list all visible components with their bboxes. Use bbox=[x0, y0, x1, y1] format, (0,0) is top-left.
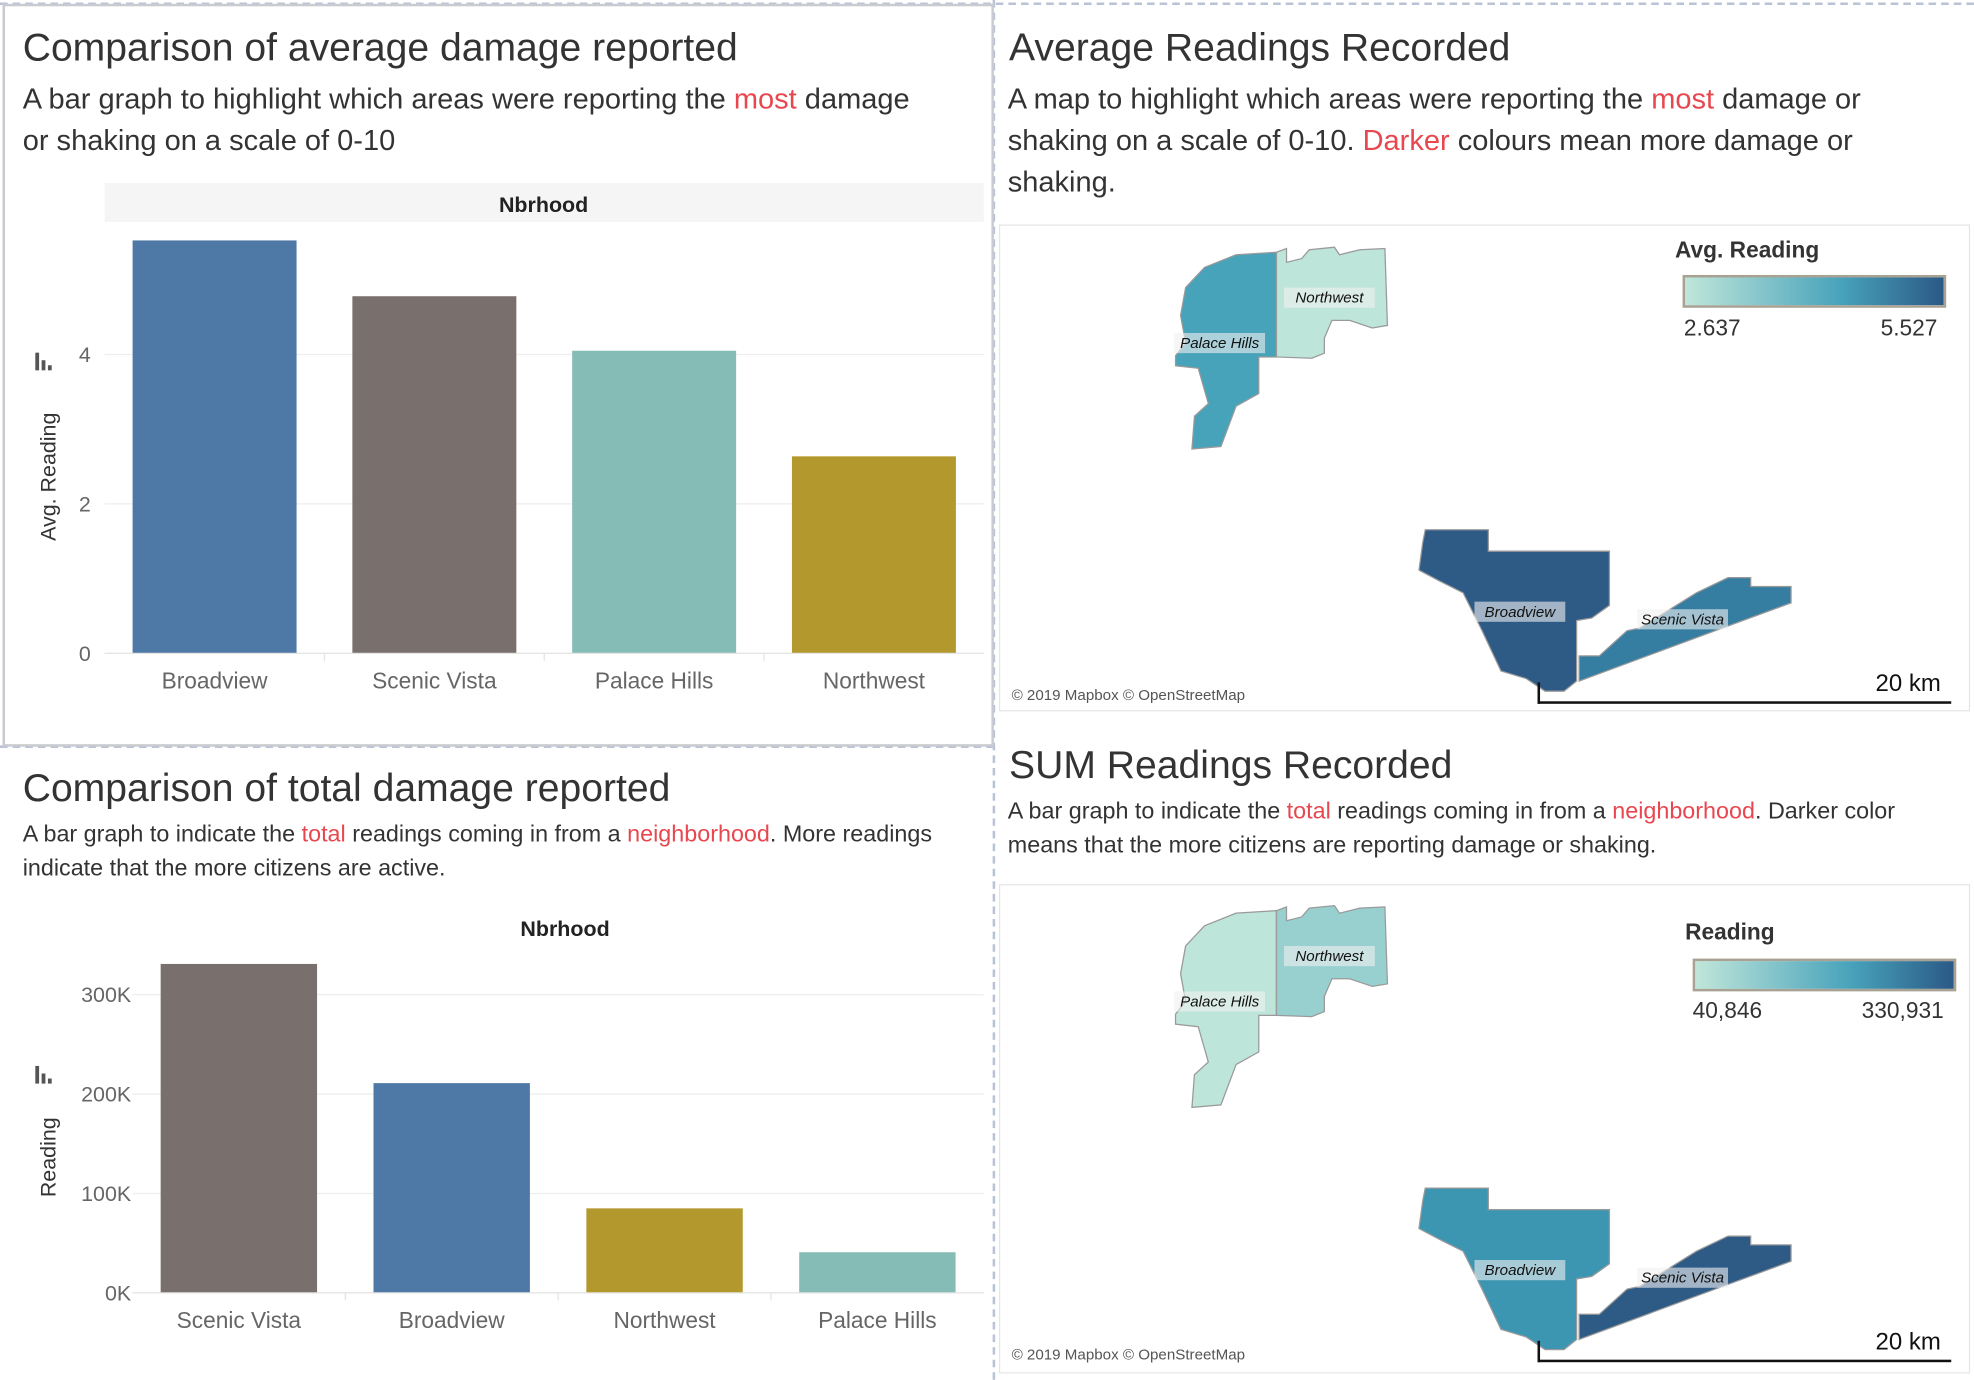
y-tick-label: 100K bbox=[81, 1182, 132, 1206]
y-tick-label: 0K bbox=[105, 1281, 132, 1305]
region-label-bg bbox=[1637, 609, 1728, 630]
map-attribution[interactable]: © 2019 Mapbox © OpenStreetMap bbox=[1011, 1345, 1246, 1364]
x-tick-label: Broadview bbox=[162, 668, 269, 694]
subtitle-text: A bar graph to indicate the bbox=[22, 819, 302, 847]
y-tick-label: 4 bbox=[79, 343, 91, 367]
sort-icon bbox=[35, 352, 40, 371]
subtitle-text: readings coming in from a bbox=[1330, 797, 1613, 824]
region-label-bg bbox=[1474, 1260, 1566, 1281]
subtitle-text: A map to highlight which areas were repo… bbox=[1007, 81, 1652, 115]
region-label: Palace Hills bbox=[1180, 335, 1259, 352]
region-label: Broadview bbox=[1485, 604, 1557, 621]
bar-scenic-vista[interactable] bbox=[352, 296, 517, 654]
avg-map-title: Average Readings Recorded bbox=[1009, 25, 1511, 70]
map-scale-label: 20 km bbox=[1875, 671, 1941, 698]
sort-icon bbox=[41, 360, 46, 371]
region-label-bg bbox=[1284, 945, 1375, 967]
region-label-bg bbox=[1284, 287, 1375, 308]
sum-bar-subtitle: A bar graph to indicate the total readin… bbox=[23, 816, 956, 884]
region-label-bg bbox=[1474, 601, 1566, 622]
y-axis-label: Avg. Reading bbox=[36, 413, 60, 541]
chart-header-band bbox=[104, 182, 984, 222]
highlighted-text: most bbox=[733, 81, 797, 115]
y-tick-label: 2 bbox=[79, 492, 91, 516]
map-scale-bar bbox=[1537, 1340, 1952, 1363]
subtitle-text: . Darker color means that the more citiz… bbox=[1007, 797, 1896, 858]
highlighted-text: total bbox=[301, 819, 346, 847]
subtitle-text: . More readings indicate that the more c… bbox=[22, 819, 933, 881]
chart-header: Nbrhood bbox=[499, 193, 588, 217]
avg-color-legend bbox=[1682, 274, 1947, 308]
highlighted-text: neighborhood bbox=[627, 819, 770, 847]
bar-palace-hills[interactable] bbox=[799, 1252, 956, 1293]
subtitle-text: damage or shaking on a scale of 0-10. bbox=[1007, 81, 1861, 157]
region-label: Scenic Vista bbox=[1641, 611, 1724, 628]
subtitle-text: colours mean more damage or shaking. bbox=[1007, 123, 1853, 199]
sum-legend-min: 40,846 bbox=[1692, 997, 1763, 1023]
map-attribution[interactable]: © 2019 Mapbox © OpenStreetMap bbox=[1011, 686, 1246, 704]
avg-reading-bar-chart: Nbrhood 0 2 4 Broadview Scenic Vista Palace Hi… bbox=[35, 193, 984, 694]
x-tick-label: Northwest bbox=[823, 668, 926, 694]
highlighted-text: neighborhood bbox=[1612, 797, 1755, 824]
sort-icon bbox=[47, 1078, 52, 1084]
bar-broadview[interactable] bbox=[132, 240, 297, 654]
sum-legend-title: Reading bbox=[1685, 919, 1775, 945]
subtitle-text: A bar graph to indicate the bbox=[1007, 797, 1287, 824]
selected-panel-frame bbox=[2, 3, 994, 747]
sum-map-title: SUM Readings Recorded bbox=[1009, 742, 1453, 788]
x-tick-label: Broadview bbox=[399, 1307, 506, 1333]
x-tick-label: Scenic Vista bbox=[177, 1307, 302, 1333]
subtitle-text: readings coming in from a bbox=[345, 819, 628, 847]
sort-icon bbox=[35, 1065, 40, 1084]
avg-bar-title: Comparison of average damage reported bbox=[22, 25, 738, 70]
region-label: Northwest bbox=[1295, 948, 1364, 965]
highlighted-text: Darker bbox=[1362, 123, 1450, 157]
sum-color-legend bbox=[1692, 958, 1957, 992]
map-scale-bar bbox=[1537, 682, 1952, 704]
bar-palace-hills[interactable] bbox=[572, 350, 737, 654]
avg-legend-title: Avg. Reading bbox=[1675, 237, 1820, 263]
sum-map-subtitle: A bar graph to indicate the total readin… bbox=[1008, 793, 1967, 861]
bar-scenic-vista[interactable] bbox=[160, 963, 318, 1293]
avg-legend-min: 2.637 bbox=[1683, 315, 1741, 341]
sum-reading-bar-chart: Nbrhood 0K 100K 200K 300K Scenic Vista Broadvi… bbox=[35, 917, 984, 1333]
sum-bar-title: Comparison of total damage reported bbox=[22, 765, 671, 810]
chart-header: Nbrhood bbox=[520, 917, 609, 941]
x-tick-label: Scenic Vista bbox=[372, 668, 497, 694]
bar-northwest[interactable] bbox=[791, 456, 956, 654]
region-scenic-vista[interactable] bbox=[1578, 1235, 1792, 1341]
avg-legend-max: 5.527 bbox=[1880, 315, 1938, 341]
region-label: Northwest bbox=[1295, 290, 1364, 307]
region-label: Broadview bbox=[1485, 1262, 1557, 1279]
region-label: Scenic Vista bbox=[1641, 1270, 1724, 1287]
highlighted-text: total bbox=[1286, 797, 1331, 824]
x-tick-label: Palace Hills bbox=[595, 668, 714, 694]
bar-northwest[interactable] bbox=[586, 1208, 743, 1293]
y-tick-label: 0 bbox=[79, 642, 91, 666]
x-tick-label: Northwest bbox=[613, 1307, 716, 1333]
region-label-bg bbox=[1174, 332, 1266, 354]
avg-map-subtitle: A map to highlight which areas were repo… bbox=[1008, 78, 1967, 203]
region-label-bg bbox=[1174, 991, 1266, 1012]
subtitle-text: A bar graph to highlight which areas wer… bbox=[22, 81, 734, 115]
y-tick-label: 300K bbox=[81, 983, 132, 1007]
y-tick-label: 200K bbox=[81, 1083, 132, 1107]
subtitle-text: damage or shaking on a scale of 0-10 bbox=[22, 81, 910, 157]
y-axis-label: Reading bbox=[36, 1117, 60, 1197]
sort-icon bbox=[41, 1073, 46, 1084]
x-tick-label: Palace Hills bbox=[818, 1307, 937, 1333]
sum-legend-max: 330,931 bbox=[1861, 997, 1944, 1023]
sort-icon bbox=[47, 365, 52, 371]
bar-broadview[interactable] bbox=[373, 1083, 530, 1293]
region-label: Palace Hills bbox=[1180, 994, 1259, 1011]
highlighted-text: most bbox=[1651, 81, 1715, 115]
region-label-bg bbox=[1637, 1267, 1728, 1288]
avg-bar-subtitle: A bar graph to highlight which areas wer… bbox=[23, 78, 931, 161]
map-scale-label: 20 km bbox=[1875, 1329, 1941, 1356]
